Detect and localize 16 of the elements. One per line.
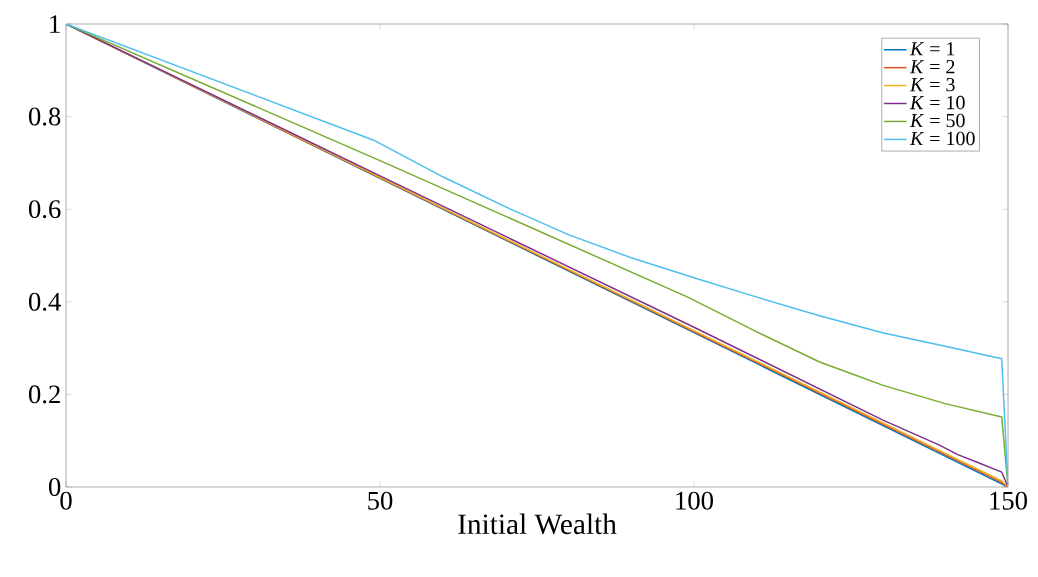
legend-label: K = 1 [909, 42, 955, 56]
y-tick-label: 0.8 [28, 107, 61, 126]
y-tick-label: 1 [50, 15, 60, 33]
y-tick-label: 0 [48, 477, 61, 496]
legend-label: K = 3 [909, 77, 955, 92]
x-tick-label: 100 [676, 491, 713, 510]
legend-label: K = 10 [909, 95, 965, 110]
legend-label: K = 100 [909, 131, 975, 146]
legend-label: K = 50 [909, 113, 965, 128]
x-tick-label: 150 [990, 491, 1027, 510]
y-tick-label: 0.6 [28, 200, 61, 219]
y-tick-label: 0.4 [28, 292, 61, 311]
legend-label: K = 2 [909, 60, 955, 74]
x-tick-label: 50 [368, 491, 393, 510]
x-axis-title: Initial Wealth [458, 513, 617, 535]
y-tick-label: 0.2 [28, 385, 60, 404]
